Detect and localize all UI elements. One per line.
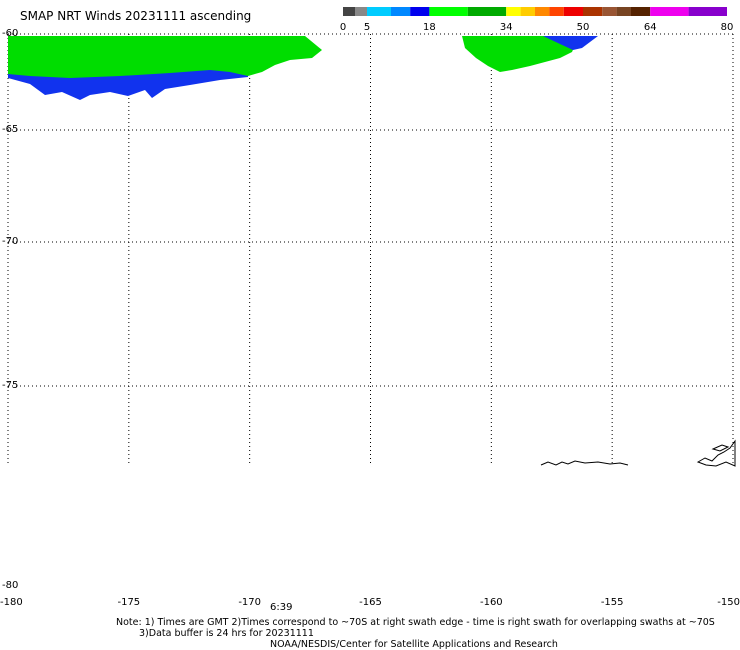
- colorbar-segment-5: [429, 7, 468, 16]
- lon-label: -160: [480, 597, 503, 608]
- colorbar-segment-4: [410, 7, 430, 16]
- lon-label: -165: [359, 597, 382, 608]
- colorbar-segment-7: [506, 7, 521, 16]
- note-line-3: NOAA/NESDIS/Center for Satellite Applica…: [270, 639, 558, 650]
- swath-left-green: [8, 36, 322, 78]
- colorbar-segment-3: [391, 7, 411, 16]
- wind-swaths: [8, 36, 598, 100]
- lat-label: -75: [2, 380, 18, 391]
- swath-right-blue: [543, 36, 598, 50]
- lon-label: -155: [601, 597, 624, 608]
- note-line-2: 3)Data buffer is 24 hrs for 20231111: [139, 628, 314, 639]
- colorbar-segment-6: [467, 7, 507, 16]
- lon-label: -180: [0, 597, 23, 608]
- colorbar-tick-label: 50: [577, 22, 590, 33]
- lon-label: -170: [238, 597, 261, 608]
- colorbar-segment-16: [650, 7, 689, 16]
- lat-lon-grid: [7, 33, 734, 466]
- colorbar-tick-label: 18: [423, 22, 436, 33]
- swath-right-green: [462, 36, 575, 72]
- note-line-1: Note: 1) Times are GMT 2)Times correspon…: [116, 617, 715, 628]
- lat-label: -65: [2, 124, 18, 135]
- colorbar-segment-17: [688, 7, 727, 16]
- colorbar-segment-0: [343, 7, 355, 16]
- colorbar-ticks: 0 5 18 34 50 64 80: [340, 22, 734, 33]
- lat-label: -80: [2, 580, 18, 591]
- colorbar-tick-label: 80: [721, 22, 734, 33]
- colorbar-tick-label: 0: [340, 22, 346, 33]
- colorbar-tick-label: 34: [500, 22, 513, 33]
- colorbar-tick-label: 5: [364, 22, 370, 33]
- colorbar-segment-15: [631, 7, 651, 16]
- colorbar-segment-9: [535, 7, 550, 16]
- longitude-labels: -180 -175 -170 -165 -160 -155 -150: [0, 597, 740, 608]
- lat-label: -70: [2, 236, 18, 247]
- colorbar-segment-8: [520, 7, 535, 16]
- colorbar-segment-1: [355, 7, 367, 16]
- lon-label: -150: [717, 597, 740, 608]
- lat-label: -60: [2, 28, 18, 39]
- colorbar-tick-label: 64: [644, 22, 657, 33]
- colorbar-segment-2: [367, 7, 391, 16]
- colorbar: [343, 7, 727, 16]
- colorbar-segment-11: [563, 7, 583, 16]
- lon-label: -175: [117, 597, 140, 608]
- colorbar-segment-10: [549, 7, 564, 16]
- swath-time-label: 6:39: [270, 602, 292, 613]
- latitude-labels: -60 -65 -70 -75 -80: [2, 28, 18, 591]
- colorbar-segment-13: [602, 7, 617, 16]
- coastline-segment-right: [696, 439, 736, 467]
- map-title: SMAP NRT Winds 20231111 ascending: [20, 9, 251, 23]
- colorbar-segment-12: [583, 7, 603, 16]
- coastline-segment-left: [540, 460, 629, 466]
- colorbar-segment-14: [616, 7, 631, 16]
- coastline-segment-small: [711, 444, 730, 452]
- coastline: [540, 439, 736, 467]
